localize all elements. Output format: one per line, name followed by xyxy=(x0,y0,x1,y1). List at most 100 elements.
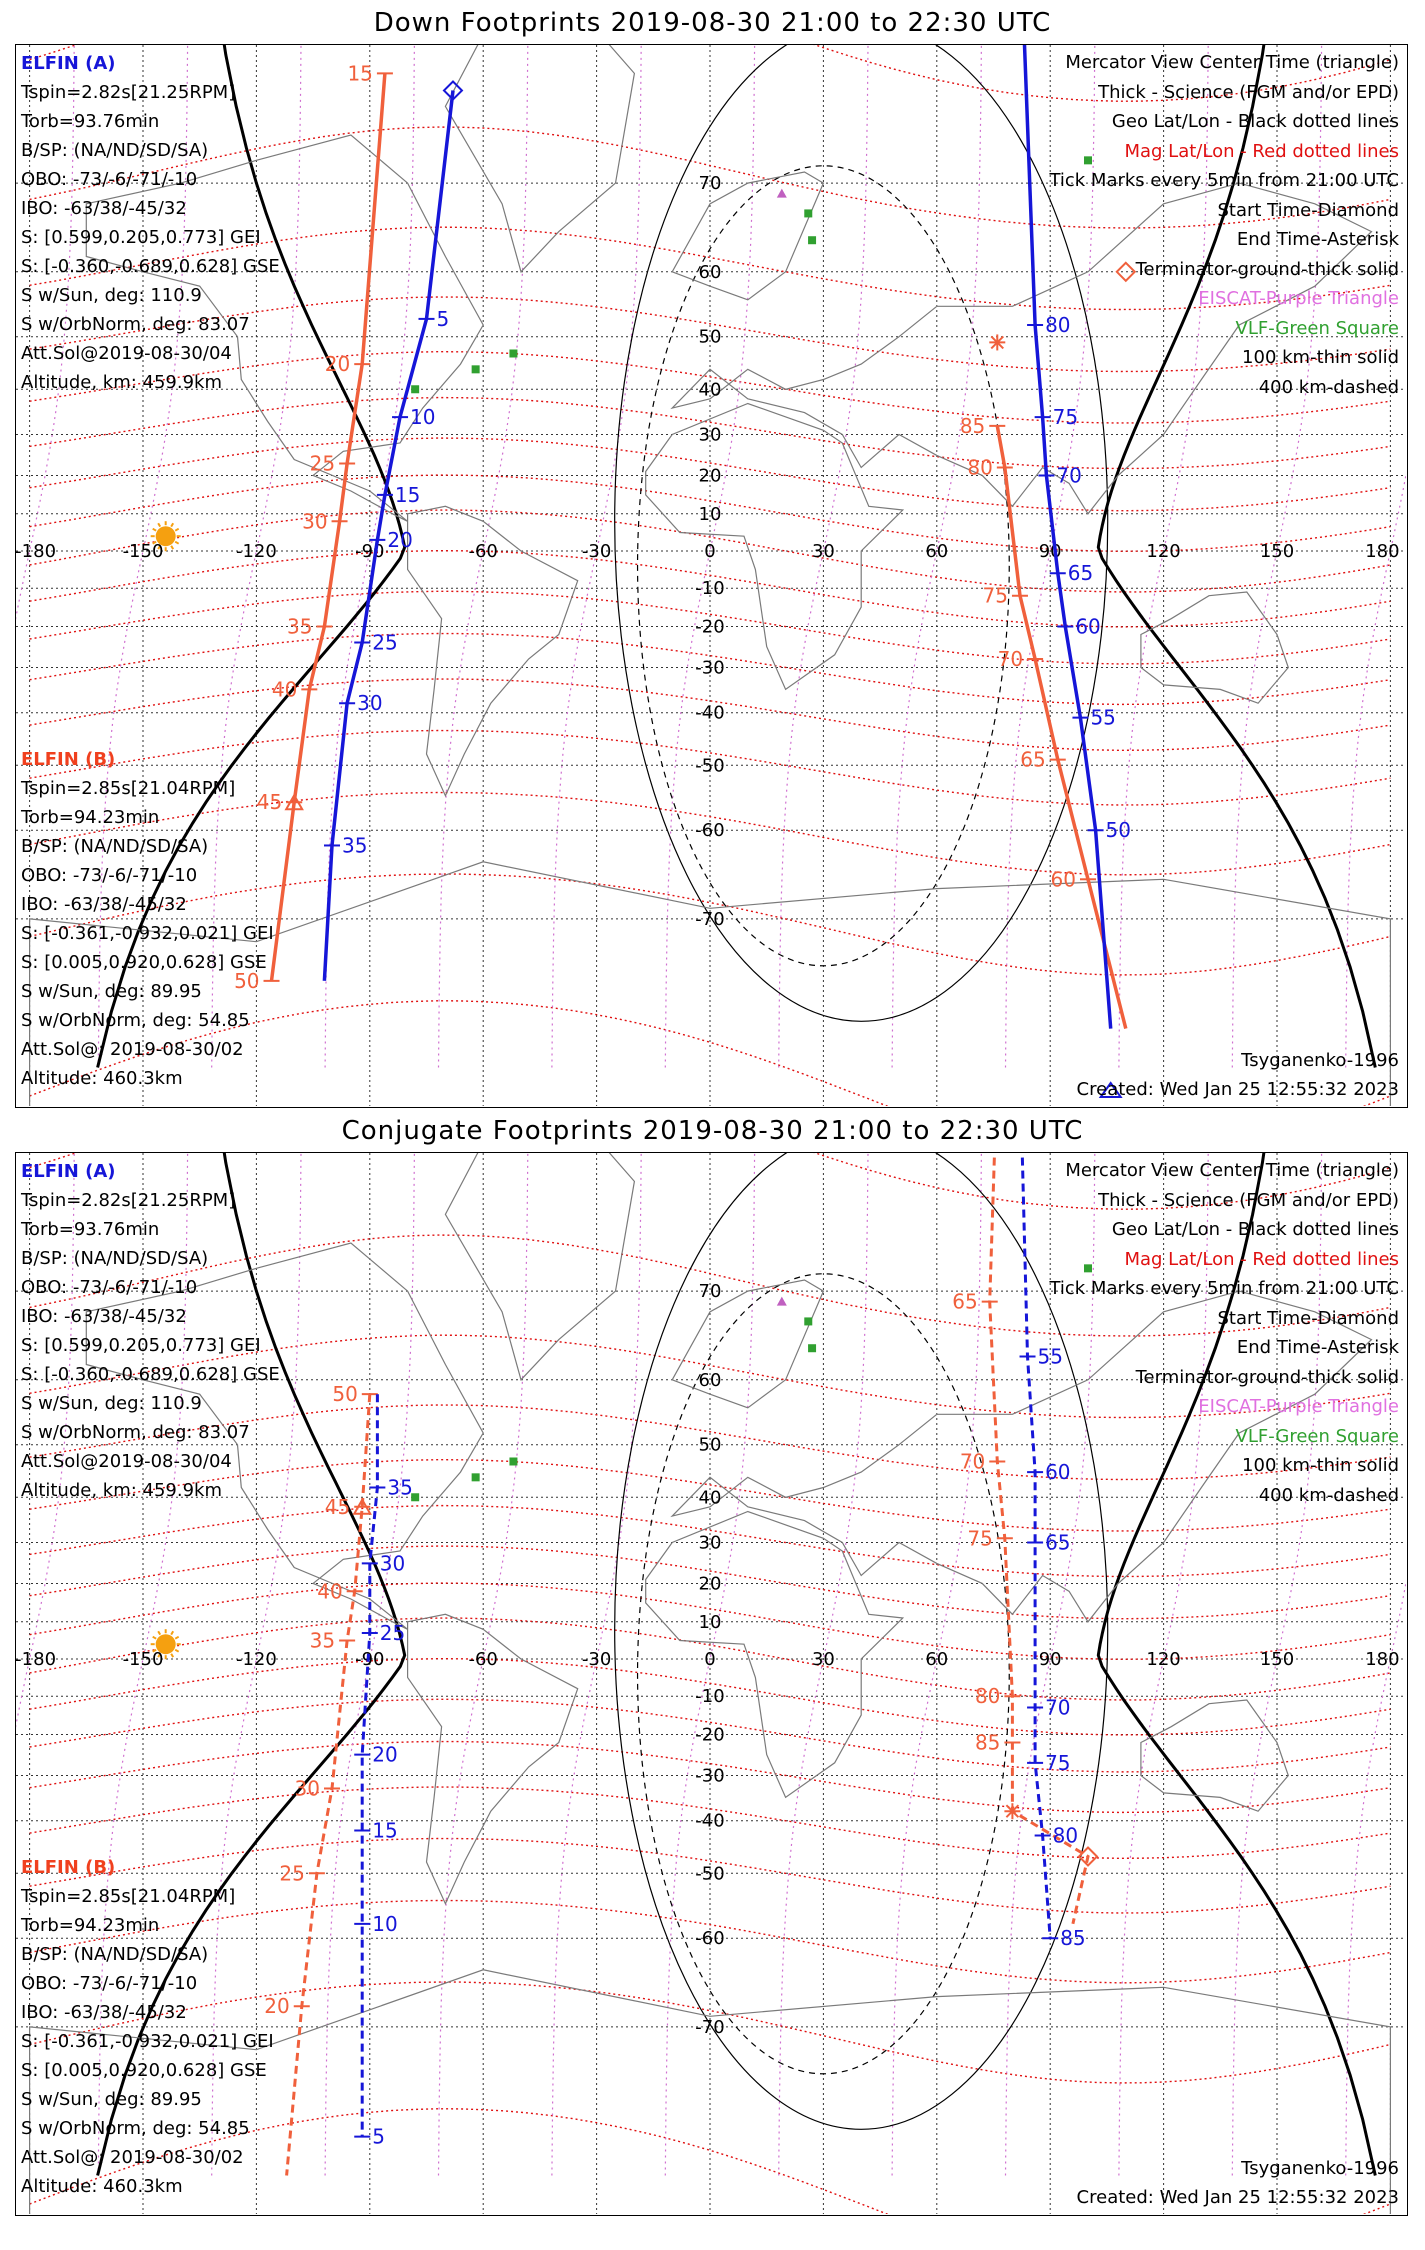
model-label: Tsyganenko-1996 xyxy=(1241,1050,1399,1071)
lat-label: -20 xyxy=(695,617,724,638)
track-label: 25 xyxy=(279,1861,304,1885)
lat-label: -30 xyxy=(695,1765,724,1786)
panel-title-conjugate: Conjugate Footprints 2019-08-30 21:00 to… xyxy=(341,1116,1084,1146)
map-panel-down: -180 -150 -120 -90 -60 -30 0 30 60 90 120 150 180 70 6… xyxy=(15,44,1408,1108)
sun-ray xyxy=(174,527,180,532)
info-line: OBO: -73/-6/-71/-10 xyxy=(21,865,198,886)
mag-parallel xyxy=(29,1899,1391,1984)
info-line: Torb=93.76min xyxy=(21,1219,160,1240)
coastline xyxy=(670,182,1373,515)
track-label: 85 xyxy=(960,414,985,438)
info-line: Torb=94.23min xyxy=(21,1915,160,1936)
track-label: 35 xyxy=(387,1475,412,1499)
vlf-square-icon xyxy=(1084,1264,1092,1273)
mag-parallel xyxy=(29,509,1391,593)
track-label: 20 xyxy=(325,352,350,376)
lat-label: 50 xyxy=(699,1435,722,1456)
lon-label: -180 xyxy=(16,1649,56,1670)
info-line: S: [0.599,0.205,0.773] GEI xyxy=(21,1335,261,1356)
legend-conjugate: Mercator View Center Time (triangle) Thi… xyxy=(1049,1156,1399,1510)
mag-parallel xyxy=(29,226,1391,311)
lat-label: -20 xyxy=(695,1725,724,1746)
info-line: S w/OrbNorm, deg: 54.85 xyxy=(21,1010,250,1031)
lon-label: 180 xyxy=(1365,541,1399,562)
info-line: S w/OrbNorm, deg: 83.07 xyxy=(21,1422,250,1443)
track-label: 70 xyxy=(1056,463,1081,487)
footer-down: Tsyganenko-1996 Created: Wed Jan 25 12:5… xyxy=(1077,1046,1399,1104)
info-line: OBO: -73/-6/-71/-10 xyxy=(21,169,198,190)
lon-label: 0 xyxy=(704,1649,715,1670)
lon-label: 30 xyxy=(812,541,835,562)
lat-label: -70 xyxy=(695,2017,724,2038)
track-label: 50 xyxy=(234,969,259,993)
track-label: 70 xyxy=(960,1449,985,1473)
coastline xyxy=(85,1242,484,1630)
legend-entry: VLF-Green Square xyxy=(1235,1425,1399,1447)
lon-label: -60 xyxy=(468,1649,497,1670)
elfin-a-name: ELFIN (A) xyxy=(21,53,116,74)
legend-entry: Tick Marks every 5min from 21:00 UTC xyxy=(1049,1278,1399,1299)
coastline xyxy=(1140,1699,1289,1812)
legend-entry: Geo Lat/Lon - Black dotted lines xyxy=(1111,1219,1399,1240)
lat-label: 40 xyxy=(699,1487,722,1508)
footer-conjugate: Tsyganenko-1996 Created: Wed Jan 25 12:5… xyxy=(1077,2154,1399,2212)
sun-ray xyxy=(170,1653,175,1658)
mag-parallel xyxy=(29,791,1391,876)
legend-entry: Geo Lat/Lon - Black dotted lines xyxy=(1111,111,1399,132)
end-asterisk-icon xyxy=(990,335,1004,350)
track-label: 35 xyxy=(342,833,367,857)
track-label: 25 xyxy=(372,631,397,655)
lat-label: 20 xyxy=(699,1573,722,1594)
map-panel-conjugate: -180 -150 -120 -90 -60 -30 0 30 60 90 120 150 180 70 6… xyxy=(15,1152,1408,2216)
mag-parallel xyxy=(29,1404,1391,1481)
view-circle-100km xyxy=(614,1153,1109,2130)
mag-parallel xyxy=(29,1582,1391,1661)
sun-ray xyxy=(174,1648,180,1653)
track-label: 40 xyxy=(317,1579,342,1603)
track-label: 25 xyxy=(380,1621,405,1645)
lon-label: 180 xyxy=(1365,1649,1399,1670)
lat-label: -30 xyxy=(695,657,724,678)
coastline xyxy=(670,1290,1373,1623)
info-line: Tspin=2.85s[21.04RPM] xyxy=(21,1886,236,1907)
start-diamond-icon xyxy=(442,80,464,101)
vlf-square-icon xyxy=(804,209,813,218)
track-label: 60 xyxy=(1045,1460,1070,1484)
legend-entry: 400 km-dashed xyxy=(1258,376,1399,398)
lon-label: -180 xyxy=(16,541,56,562)
lat-label: 40 xyxy=(699,379,722,400)
info-line: Altitude, km: 459.9km xyxy=(21,372,223,393)
track-label: 35 xyxy=(310,1628,335,1652)
lon-label: -120 xyxy=(236,541,277,562)
coastline xyxy=(85,134,484,522)
sun-ray xyxy=(170,1630,175,1636)
track-label: 65 xyxy=(1068,561,1093,585)
mag-parallel xyxy=(29,1657,1391,1736)
sun-ray xyxy=(174,540,180,545)
info-line: Altitude: 460.3km xyxy=(21,2176,183,2197)
legend-entry: Mag Lat/Lon - Red dotted lines xyxy=(1124,1248,1399,1270)
start-diamond-icon xyxy=(1077,1846,1099,1867)
track-label: 60 xyxy=(1051,867,1076,891)
start-diamond-icon xyxy=(1115,261,1137,283)
track-label: 75 xyxy=(967,1526,992,1550)
sun-ray xyxy=(152,1648,157,1653)
track-label: 10 xyxy=(372,1912,397,1936)
legend-entry: Thick - Science (FGM and/or EPD) xyxy=(1098,81,1399,103)
vlf-square-icon xyxy=(509,1457,518,1466)
info-line: Att.Sol@2019-08-30/04 xyxy=(21,343,232,364)
mag-parallel xyxy=(29,1740,1391,1814)
info-line: Tspin=2.85s[21.04RPM] xyxy=(21,778,236,799)
mag-parallel xyxy=(29,1981,1391,2084)
info-line: S w/OrbNorm, deg: 54.85 xyxy=(21,2118,250,2139)
mag-parallel xyxy=(29,873,1391,976)
elfin-a-track-east xyxy=(1020,1153,1052,1939)
coastline xyxy=(444,45,636,273)
lon-label: -90 xyxy=(355,1649,384,1670)
mag-parallel xyxy=(29,678,1391,752)
mag-parallel xyxy=(29,437,1391,512)
legend-entry: Tick Marks every 5min from 21:00 UTC xyxy=(1049,170,1399,191)
track-label: 65 xyxy=(1020,748,1045,772)
lon-label: -90 xyxy=(355,541,384,562)
lon-label: -30 xyxy=(582,1649,611,1670)
